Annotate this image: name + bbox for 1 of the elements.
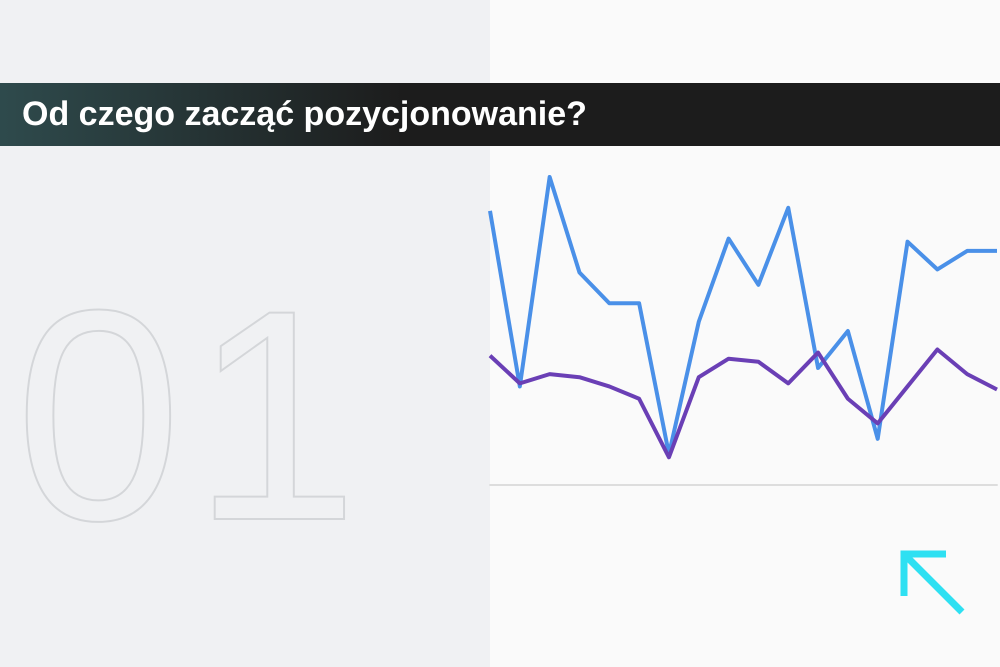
chart-title: Od czego zacząć pozycjonowanie?: [0, 83, 1000, 146]
